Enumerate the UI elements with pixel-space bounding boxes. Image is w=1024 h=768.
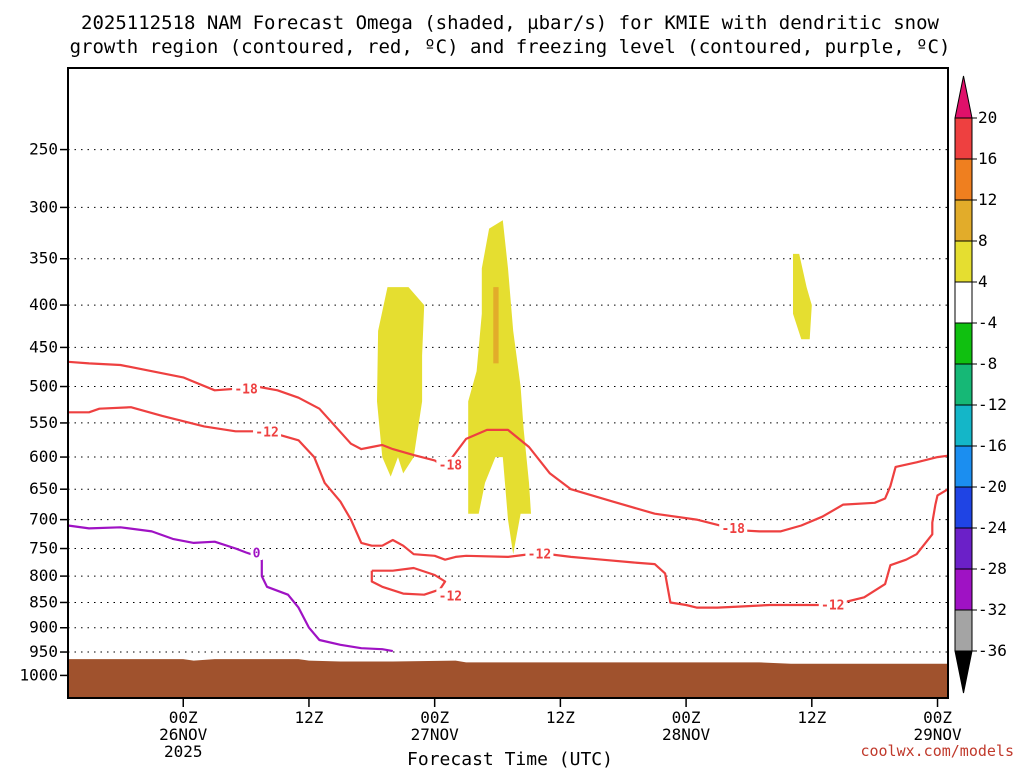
colorbar-label: -36	[978, 641, 1007, 660]
colorbar-label: -32	[978, 600, 1007, 619]
contour-label: -12	[528, 548, 551, 563]
colorbar-bin	[954, 281, 973, 324]
colorbar-bin	[954, 445, 973, 488]
colorbar-bin	[954, 527, 973, 570]
contour-label-bg	[253, 424, 282, 440]
contour-label: -18	[721, 522, 745, 537]
y-tick-label: 450	[29, 337, 58, 356]
x-tick-label: 28NOV	[662, 725, 711, 744]
y-tick-label: 550	[29, 413, 58, 432]
colorbar-bin	[954, 404, 973, 447]
contour-label-bg	[250, 545, 263, 561]
omega-region	[377, 287, 425, 477]
colorbar-top-arrow	[954, 75, 973, 119]
y-tick-label: 300	[29, 197, 58, 216]
colorbar-label: -20	[978, 477, 1007, 496]
omega-shading	[377, 220, 812, 555]
colorbar-label: 20	[978, 108, 997, 127]
x-tick-label: 00Z	[672, 708, 701, 727]
contour-label: -12	[821, 599, 844, 614]
y-tick-label: 400	[29, 295, 58, 314]
y-tick-label: 350	[29, 249, 58, 268]
y-tick-label: 950	[29, 642, 58, 661]
y-axis: 250 300 350 400 450 500 550 600 650 700 750 800 850 9…	[19, 140, 68, 684]
x-tick-label: 26NOV	[159, 725, 208, 744]
contour-label-bg	[232, 380, 261, 396]
x-tick-label: 12Z	[294, 708, 323, 727]
colorbar-bin	[954, 363, 973, 406]
colorbar-bin	[954, 322, 973, 365]
colorbar-label: -24	[978, 518, 1007, 537]
x-tick-label: 29NOV	[913, 725, 962, 744]
contour-label: 0	[253, 547, 261, 562]
colorbar-bin	[954, 117, 973, 160]
chart-title-line-2: growth region (contoured, red, ºC) and f…	[70, 36, 951, 58]
colorbar-label: -8	[978, 354, 997, 373]
colorbar-bin	[954, 158, 973, 201]
x-tick-label: 12Z	[797, 708, 826, 727]
colorbar-label: -12	[978, 395, 1007, 414]
x-axis-label: Forecast Time (UTC)	[407, 749, 613, 768]
contour-label: -12	[439, 590, 462, 605]
y-tick-label: 600	[29, 447, 58, 466]
y-tick-label: 250	[29, 140, 58, 159]
y-tick-label: 1000	[19, 665, 58, 684]
colorbar-bottom-arrow	[954, 650, 973, 694]
contour-label: -18	[439, 458, 463, 473]
contour-label: -18	[234, 382, 258, 397]
x-tick-label: 2025	[164, 742, 203, 761]
colorbar-bin	[954, 609, 973, 652]
y-tick-label: 650	[29, 479, 58, 498]
omega-region	[493, 287, 499, 364]
contour-label-bg	[525, 546, 554, 562]
x-tick-label: 12Z	[546, 708, 575, 727]
contour-label: -12	[255, 426, 278, 441]
colorbar-label: 8	[978, 231, 988, 250]
x-tick-label: 00Z	[923, 708, 952, 727]
y-tick-label: 800	[29, 566, 58, 585]
x-tick-label: 00Z	[169, 708, 198, 727]
y-tick-label: 900	[29, 618, 58, 637]
colorbar-label: -28	[978, 559, 1007, 578]
x-tick-label: 27NOV	[411, 725, 460, 744]
x-tick-label: 00Z	[420, 708, 449, 727]
terrain-fill	[68, 659, 948, 698]
contour-label-bg	[818, 597, 847, 613]
omega-region	[793, 253, 812, 340]
colorbar-bin	[954, 486, 973, 529]
colorbar-bin	[954, 240, 973, 283]
colorbar: 20 16 12 8 4 -4 -8 -12 -16 -20 -24 -28 -32 -36	[954, 75, 1007, 694]
y-tick-label: 500	[29, 377, 58, 396]
colorbar-label: -4	[978, 313, 997, 332]
plot-frame	[67, 67, 949, 699]
credit-text: coolwx.com/models	[860, 742, 1014, 760]
colorbar-bin	[954, 199, 973, 242]
chart-title-line-1: 2025112518 NAM Forecast Omega (shaded, µ…	[81, 12, 939, 34]
colorbar-label: 4	[978, 272, 988, 291]
y-tick-label: 850	[29, 592, 58, 611]
colorbar-bin	[954, 568, 973, 611]
y-tick-label: 750	[29, 539, 58, 558]
contour-label-bg	[436, 588, 465, 604]
contour-label-bg	[719, 520, 748, 536]
contour-labels: -18 -18 -18 -12 -12 -12 -12 0	[232, 380, 847, 614]
colorbar-label: 16	[978, 149, 997, 168]
y-tick-label: 700	[29, 510, 58, 529]
terrain	[68, 659, 948, 698]
colorbar-label: -16	[978, 436, 1007, 455]
contour-label-bg	[436, 456, 465, 472]
omega-region	[468, 220, 531, 555]
colorbar-label: 12	[978, 190, 997, 209]
